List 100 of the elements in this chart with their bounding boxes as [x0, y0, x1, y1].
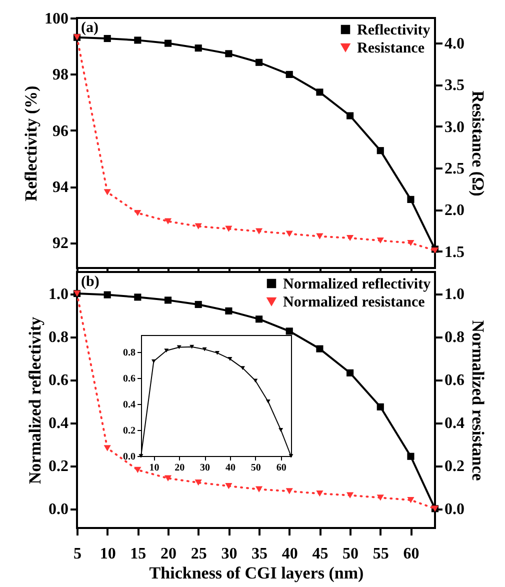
point [346, 492, 354, 498]
y-axis-title: Reflectivity (%) [22, 86, 40, 202]
point [194, 480, 202, 486]
x-tick-label: 10 [149, 462, 160, 474]
point [346, 369, 354, 376]
point [256, 58, 263, 66]
point [225, 226, 232, 232]
point [194, 44, 202, 52]
point [266, 400, 270, 404]
y2-tick-label: 0.0 [444, 501, 464, 518]
y2-tick-label: 0.8 [444, 329, 464, 346]
point [104, 189, 111, 196]
point [256, 228, 263, 234]
y-tick-label: 100 [44, 10, 68, 28]
point [346, 112, 354, 120]
point [151, 359, 156, 364]
point [225, 50, 232, 58]
point [134, 210, 142, 216]
point [286, 488, 293, 494]
point [104, 34, 111, 42]
y-tick-label: 0.8 [123, 347, 136, 358]
y2-tick-label: 2.0 [444, 202, 464, 220]
x-tick-label: 50 [250, 462, 261, 474]
point [286, 70, 293, 78]
annotation: (a) [81, 20, 98, 36]
point [240, 366, 245, 370]
x-tick-label: 60 [403, 546, 420, 562]
x-tick-label: 35 [252, 546, 268, 562]
point [215, 351, 220, 355]
point [288, 454, 294, 458]
x-tick-label: 45 [312, 546, 328, 562]
y-tick-label: 98 [52, 66, 68, 84]
point [104, 291, 111, 298]
point [407, 452, 414, 460]
y2-tick-label: 2.5 [444, 160, 464, 178]
x-tick-label: 30 [200, 462, 210, 474]
point [164, 475, 172, 482]
point [316, 88, 324, 96]
point [316, 490, 324, 497]
point [225, 482, 232, 490]
y2-axis-title: Normalized resistance [468, 320, 488, 482]
x-tick-label: 20 [160, 546, 177, 562]
point [256, 316, 263, 323]
y-tick-label: 0.4 [123, 399, 136, 410]
x-tick-label: 5 [74, 546, 82, 562]
y-tick-label: 0.2 [48, 458, 68, 476]
x-axis-title: Thickness of CGI layers (nm) [149, 564, 364, 582]
y-tick-label: 92 [52, 235, 68, 252]
point [164, 348, 169, 353]
legend-label: Resistance [357, 40, 425, 56]
y-tick-label: 0.0 [123, 452, 136, 462]
y-tick-label: 1.0 [48, 286, 68, 304]
annotation: (b) [81, 274, 100, 290]
y2-tick-label: 4.0 [444, 36, 464, 52]
point [202, 347, 207, 352]
point [376, 494, 384, 501]
point [190, 344, 194, 349]
y-tick-label: 0.4 [48, 415, 68, 432]
x-tick-label: 25 [190, 546, 207, 562]
point [316, 345, 324, 352]
point [286, 328, 293, 335]
point [253, 378, 258, 383]
point [228, 357, 232, 361]
point [316, 233, 324, 240]
y-tick-label: 0.8 [48, 329, 68, 346]
y2-axis-title: Resistance (Ω) [468, 90, 488, 196]
point [407, 196, 414, 203]
y2-tick-label: 3.5 [444, 77, 464, 94]
y2-tick-label: 1.5 [444, 244, 464, 261]
y-tick-label: 0.6 [48, 372, 68, 390]
point [164, 296, 172, 304]
x-tick-label: 40 [282, 546, 298, 562]
point [376, 403, 384, 410]
point [164, 218, 172, 224]
point [194, 223, 202, 230]
point [346, 234, 354, 242]
point [134, 294, 142, 301]
x-tick-label: 50 [342, 546, 359, 562]
point [278, 428, 284, 432]
y2-tick-label: 0.6 [444, 372, 464, 390]
y2-tick-label: 3.0 [444, 118, 464, 136]
y-tick-label: 0.6 [123, 373, 136, 384]
x-tick-label: 60 [276, 462, 286, 474]
legend-label: Reflectivity [357, 22, 431, 38]
y-tick-label: 96 [52, 122, 68, 140]
x-tick-label: 55 [372, 546, 389, 562]
y2-tick-label: 0.2 [444, 458, 464, 476]
legend-label: Normalized resistance [283, 294, 426, 310]
point [286, 230, 293, 237]
point [256, 486, 263, 492]
point [376, 147, 384, 154]
point [407, 496, 414, 504]
y-axis-title: Normalized reflectivity [26, 316, 44, 484]
point [164, 40, 172, 47]
x-tick-label: 15 [130, 546, 146, 562]
point [194, 300, 202, 308]
x-tick-label: 30 [221, 546, 238, 562]
point [104, 445, 111, 452]
point [134, 36, 142, 44]
y-tick-label: 0.0 [48, 501, 68, 518]
